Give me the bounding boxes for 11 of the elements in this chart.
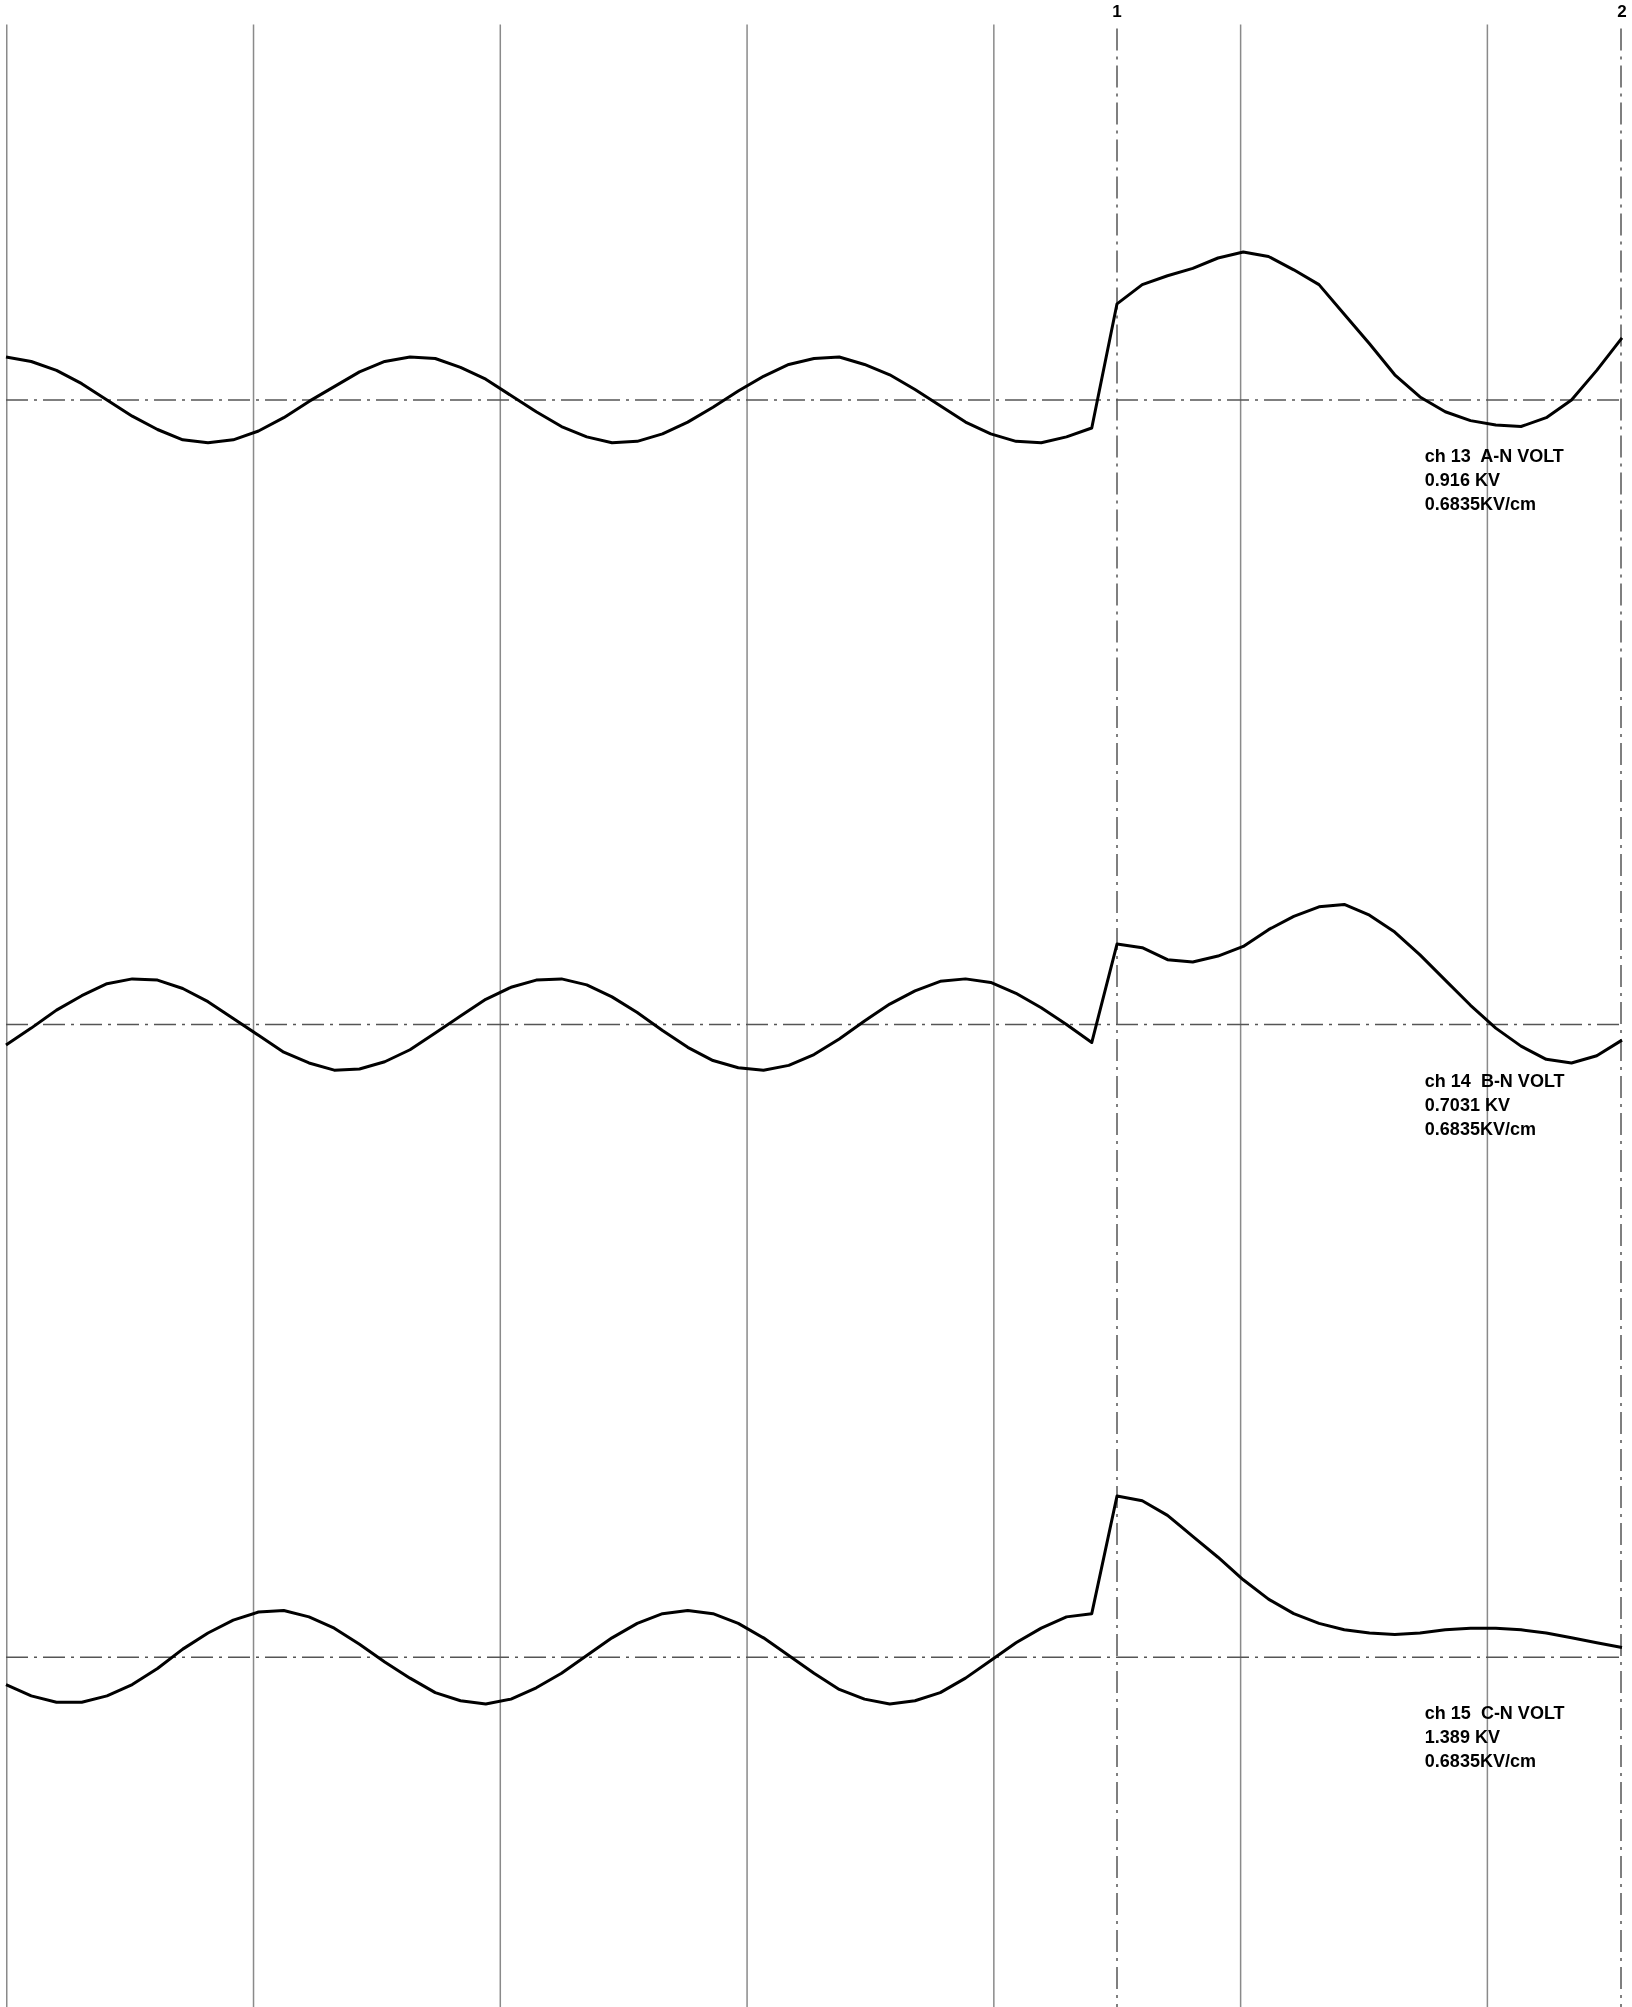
text: 0.6835KV/cm — [1424, 1751, 1536, 1772]
text: 0.6835KV/cm — [1424, 1118, 1536, 1139]
x-tick-label: 1 — [1112, 1, 1122, 21]
x-tick-label: 2 — [1617, 1, 1627, 21]
text: ch 14 B-N VOLT — [1424, 1070, 1565, 1091]
text: 1.389 KV — [1424, 1727, 1500, 1748]
text: 0.916 KV — [1424, 469, 1500, 490]
text: 0.7031 KV — [1424, 1094, 1510, 1115]
annotation: ch 15 C-N VOLT — [1424, 1703, 1565, 1724]
text: ch 13 A-N VOLT — [1424, 445, 1564, 466]
text: 0.6835KV/cm — [1424, 493, 1536, 514]
